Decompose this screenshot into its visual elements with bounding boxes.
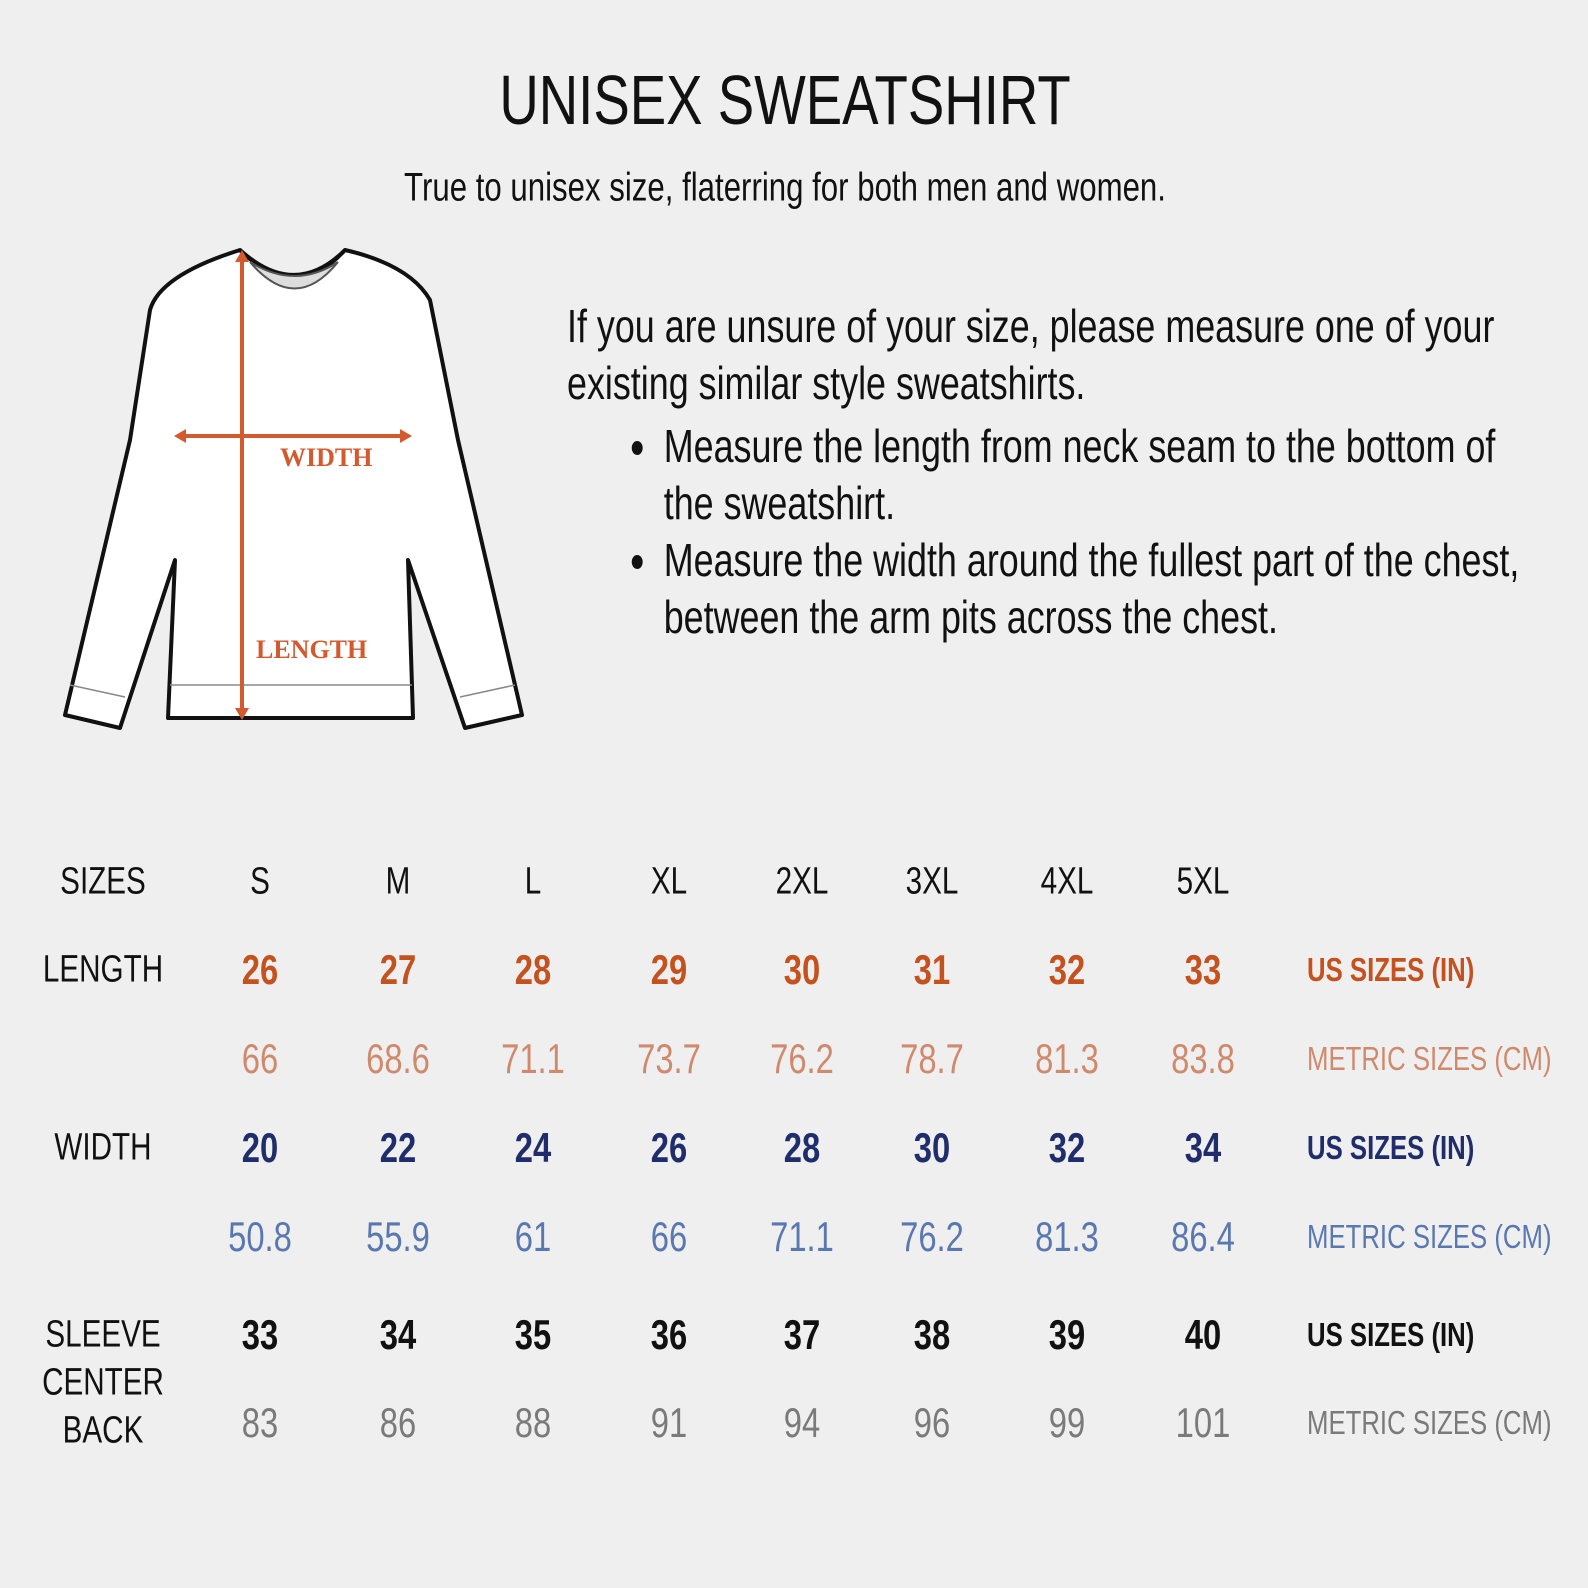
sweatshirt-illustration: WIDTH LENGTH	[63, 248, 524, 730]
us-size-value: 39	[1048, 1311, 1086, 1358]
metric-size-value: 50.8	[228, 1213, 292, 1260]
us-size-value: 30	[913, 1124, 951, 1171]
row-label: WIDTH	[54, 1126, 152, 1169]
us-size-value: 27	[379, 946, 417, 993]
metric-size-value: 81.3	[1035, 1035, 1099, 1082]
instruction-bullet: Measure the length from neck seam to the…	[659, 418, 1542, 532]
metric-size-value: 86.4	[1171, 1213, 1235, 1260]
instructions: If you are unsure of your size, please m…	[567, 298, 1542, 646]
size-header: 5XL	[1176, 860, 1230, 903]
metric-size-value: 83	[241, 1399, 279, 1446]
metric-unit-label: METRIC SIZES (CM)	[1307, 1040, 1552, 1077]
row-label: BACK	[62, 1409, 144, 1452]
us-size-value: 28	[783, 1124, 821, 1171]
instruction-bullet: Measure the width around the fullest par…	[659, 532, 1542, 646]
us-unit-label: US SIZES (IN)	[1307, 951, 1475, 988]
size-header: L	[524, 860, 542, 903]
size-header: 2XL	[775, 860, 829, 903]
us-size-value: 29	[650, 946, 688, 993]
metric-unit-label: METRIC SIZES (CM)	[1307, 1404, 1552, 1441]
metric-size-value: 78.7	[900, 1035, 964, 1082]
sizes-header: SIZES	[60, 860, 146, 903]
width-label: WIDTH	[280, 443, 372, 472]
us-size-value: 37	[783, 1311, 821, 1358]
us-size-value: 20	[241, 1124, 279, 1171]
metric-size-value: 66	[650, 1213, 688, 1260]
metric-size-value: 73.7	[637, 1035, 701, 1082]
us-size-value: 40	[1184, 1311, 1222, 1358]
metric-size-value: 68.6	[366, 1035, 430, 1082]
size-header: M	[385, 860, 411, 903]
size-header: 3XL	[905, 860, 959, 903]
row-label: LENGTH	[42, 948, 164, 991]
metric-size-value: 76.2	[770, 1035, 834, 1082]
us-size-value: 32	[1048, 946, 1086, 993]
metric-size-value: 91	[650, 1399, 688, 1446]
us-size-value: 26	[241, 946, 279, 993]
us-size-value: 38	[913, 1311, 951, 1358]
metric-size-value: 76.2	[900, 1213, 964, 1260]
metric-size-value: 101	[1175, 1399, 1231, 1446]
us-size-value: 24	[514, 1124, 552, 1171]
metric-size-value: 88	[514, 1399, 552, 1446]
us-size-value: 32	[1048, 1124, 1086, 1171]
row-label: SLEEVE	[45, 1313, 161, 1356]
size-header: XL	[650, 860, 688, 903]
subtitle: True to unisex size, flaterring for both…	[404, 165, 1166, 210]
row-label: CENTER	[42, 1361, 164, 1404]
us-size-value: 26	[650, 1124, 688, 1171]
us-size-value: 33	[241, 1311, 279, 1358]
metric-size-value: 81.3	[1035, 1213, 1099, 1260]
size-header: S	[250, 860, 270, 903]
instructions-intro: If you are unsure of your size, please m…	[567, 300, 1495, 409]
us-unit-label: US SIZES (IN)	[1307, 1316, 1475, 1353]
us-size-value: 34	[379, 1311, 417, 1358]
us-size-value: 33	[1184, 946, 1222, 993]
metric-size-value: 71.1	[770, 1213, 834, 1260]
us-size-value: 22	[379, 1124, 417, 1171]
size-header: 4XL	[1040, 860, 1094, 903]
metric-size-value: 71.1	[501, 1035, 565, 1082]
metric-size-value: 83.8	[1171, 1035, 1235, 1082]
metric-size-value: 55.9	[366, 1213, 430, 1260]
us-size-value: 31	[913, 946, 951, 993]
metric-size-value: 94	[783, 1399, 821, 1446]
us-size-value: 35	[514, 1311, 552, 1358]
us-size-value: 28	[514, 946, 552, 993]
metric-size-value: 96	[913, 1399, 951, 1446]
metric-size-value: 61	[514, 1213, 552, 1260]
us-size-value: 36	[650, 1311, 688, 1358]
us-size-value: 30	[783, 946, 821, 993]
us-unit-label: US SIZES (IN)	[1307, 1129, 1475, 1166]
metric-unit-label: METRIC SIZES (CM)	[1307, 1218, 1552, 1255]
metric-size-value: 86	[379, 1399, 417, 1446]
page-title: UNISEX SWEATSHIRT	[499, 61, 1071, 139]
metric-size-value: 66	[241, 1035, 279, 1082]
length-label: LENGTH	[256, 635, 367, 664]
us-size-value: 34	[1184, 1124, 1222, 1171]
metric-size-value: 99	[1048, 1399, 1086, 1446]
